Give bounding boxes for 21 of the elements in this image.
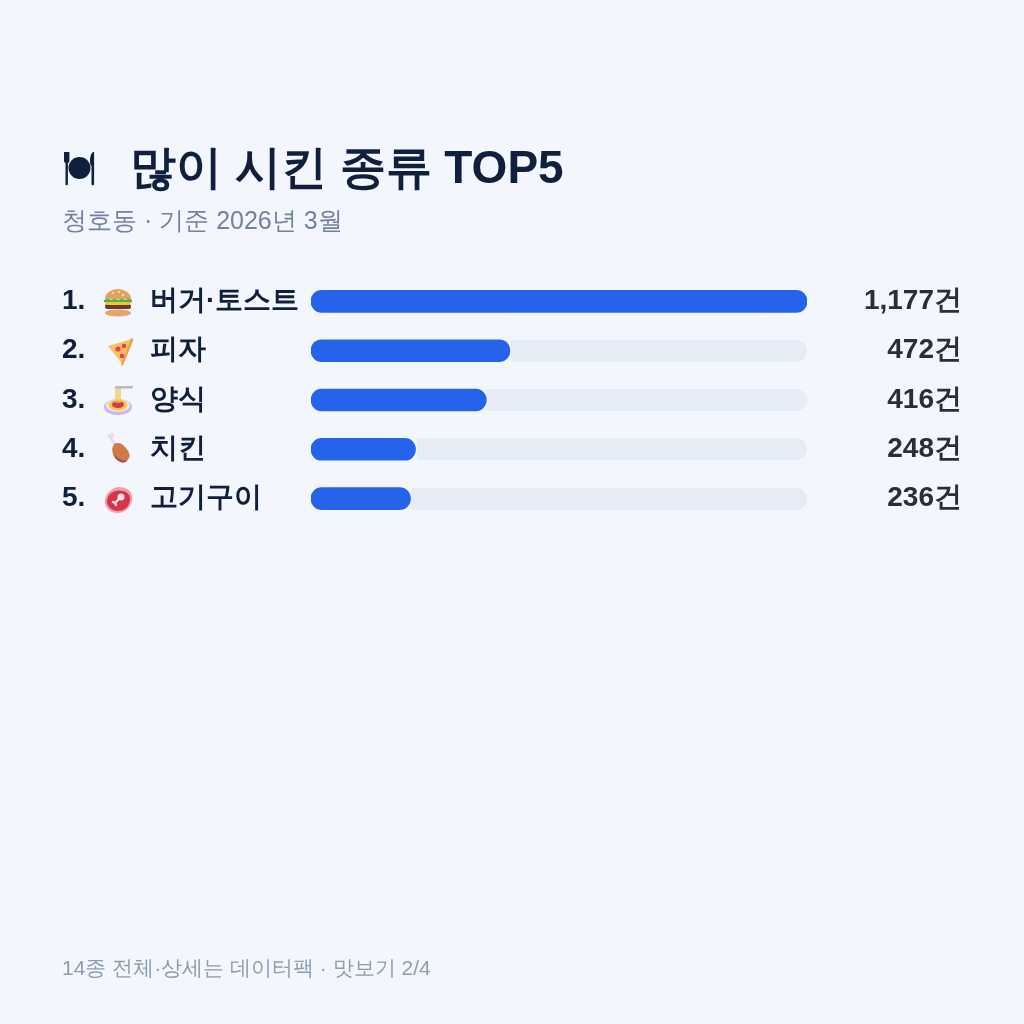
text: 4. — [62, 432, 86, 463]
chart-subtitle: 청호동 · 기준 2026년 3월 — [62, 205, 343, 236]
data-label: 1,177건 — [863, 284, 962, 316]
y-tick-label: 피자 — [150, 333, 206, 365]
data-label: 416건 — [887, 382, 962, 414]
text: 5. — [62, 481, 86, 513]
text: 14종 전체·상세는 데이터팩 · 맛보기 2/4 — [62, 955, 431, 981]
chart-title: 많이 시킨 종류 TOP5 — [130, 140, 564, 195]
y-tick-label: 양식 — [150, 382, 206, 414]
text: 2. — [62, 333, 86, 365]
bar — [311, 487, 411, 510]
y-tick-label: 버거·토스트 — [150, 284, 300, 316]
bar — [311, 290, 807, 313]
bar — [311, 437, 416, 461]
data-label: 236건 — [887, 481, 962, 513]
y-tick-label: 치킨 — [150, 432, 206, 463]
text: 1. — [62, 284, 86, 316]
text: 3. — [62, 382, 86, 414]
data-label: 472건 — [887, 333, 962, 365]
y-tick-label: 고기구이 — [150, 481, 262, 513]
data-label: 248건 — [887, 432, 962, 463]
